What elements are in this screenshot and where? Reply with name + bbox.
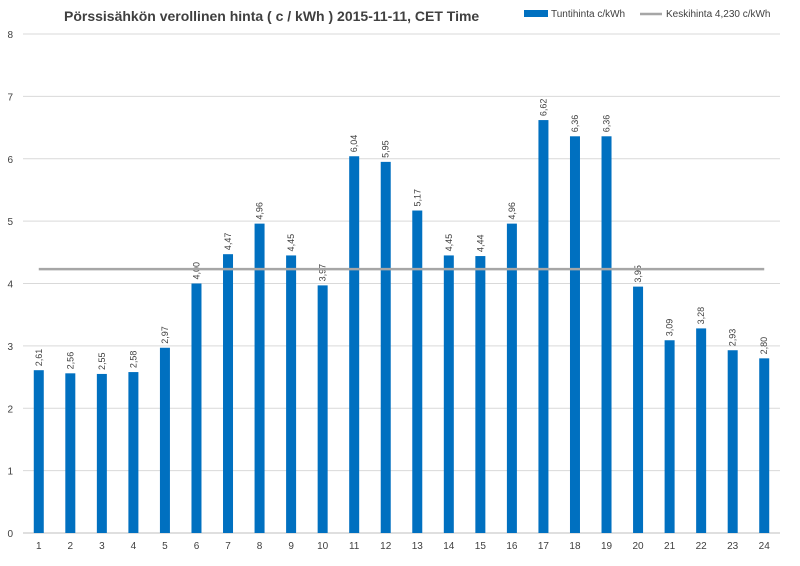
bar-value-label: 6,36 (570, 115, 580, 133)
y-tick-label: 3 (7, 342, 13, 353)
bar-value-label: 2,55 (97, 352, 107, 370)
bar-value-label: 6,62 (538, 99, 548, 117)
bar-value-label: 2,61 (34, 349, 44, 367)
y-tick-label: 5 (7, 217, 13, 228)
x-tick-label: 16 (506, 541, 518, 552)
legend-swatch-bar (524, 10, 548, 17)
bar (569, 136, 580, 534)
bar-value-label: 4,96 (507, 202, 517, 220)
x-tick-label: 5 (162, 541, 168, 552)
bar (254, 223, 265, 533)
bar (33, 370, 44, 533)
y-tick-label: 1 (7, 467, 13, 478)
bar (727, 350, 738, 533)
chart-title: Pörssisähkön verollinen hinta ( c / kWh … (64, 8, 479, 24)
legend-label-bar: Tuntihinta c/kWh (551, 9, 625, 20)
bar (223, 254, 234, 533)
x-tick-label: 13 (412, 541, 424, 552)
bar-value-label: 4,44 (475, 235, 485, 253)
bar-value-label: 5,17 (412, 189, 422, 207)
x-tick-label: 20 (633, 541, 645, 552)
x-tick-label: 12 (380, 541, 392, 552)
bar (286, 255, 297, 533)
x-axis: 1 2 3 4 5 6 7 8 9 10 11 12 13 14 15 16 17 18 19 20 21 22 23 24 (36, 541, 770, 552)
x-tick-label: 4 (131, 541, 137, 552)
bar-value-label: 4,47 (223, 233, 233, 251)
bar-value-label: 2,93 (728, 329, 738, 347)
bar-value-label: 6,36 (602, 115, 612, 133)
bar (759, 358, 770, 533)
x-tick-label: 9 (288, 541, 294, 552)
bar-value-label: 2,56 (65, 352, 75, 370)
y-tick-label: 8 (7, 30, 13, 41)
x-tick-label: 21 (664, 541, 676, 552)
bar-value-label: 5,95 (381, 140, 391, 158)
x-tick-label: 1 (36, 541, 42, 552)
bar (601, 136, 612, 534)
bar (696, 328, 707, 533)
x-tick-label: 18 (569, 541, 581, 552)
bar (443, 255, 454, 533)
bar-value-label: 3,09 (665, 319, 675, 337)
x-tick-label: 10 (317, 541, 329, 552)
bar (128, 372, 139, 533)
bar-value-label: 2,97 (160, 326, 170, 344)
bar (65, 373, 76, 533)
bar (475, 256, 486, 533)
bar-value-label: 2,58 (128, 351, 138, 369)
bar (96, 373, 107, 533)
bar (317, 285, 328, 533)
bar-value-label: 4,96 (255, 202, 265, 220)
x-tick-label: 2 (68, 541, 74, 552)
bar-value-label: 3,95 (633, 265, 643, 283)
x-tick-label: 7 (225, 541, 231, 552)
bar-value-label: 3,97 (318, 264, 328, 282)
bar (633, 286, 644, 533)
legend: Tuntihinta c/kWh Keskihinta 4,230 c/kWh (524, 9, 771, 20)
data-labels: 2,61 2,56 2,55 2,58 2,97 4,00 4,47 4,96 4,45 3,97… (34, 99, 769, 370)
gridlines (23, 33, 780, 534)
bar-value-label: 4,45 (286, 234, 296, 252)
x-tick-label: 8 (257, 541, 263, 552)
x-tick-label: 14 (443, 541, 455, 552)
bar-value-label: 6,04 (349, 135, 359, 153)
bar (538, 120, 549, 533)
bar (349, 156, 360, 533)
bar (506, 223, 517, 533)
bar-value-label: 3,28 (696, 307, 706, 325)
bar (191, 283, 202, 533)
bar (380, 161, 391, 533)
bar-value-label: 2,80 (759, 337, 769, 355)
x-tick-label: 23 (727, 541, 739, 552)
y-tick-label: 4 (7, 280, 13, 291)
y-axis: 0 1 2 3 4 5 6 7 8 (7, 30, 13, 540)
y-tick-label: 7 (7, 92, 13, 103)
y-tick-label: 6 (7, 155, 13, 166)
x-tick-label: 17 (538, 541, 550, 552)
x-tick-label: 3 (99, 541, 105, 552)
x-tick-label: 19 (601, 541, 613, 552)
bars (33, 120, 770, 534)
bar (412, 210, 423, 534)
y-tick-label: 2 (7, 404, 13, 415)
x-tick-label: 15 (475, 541, 487, 552)
bar (664, 340, 675, 533)
bar-value-label: 4,00 (191, 262, 201, 280)
x-tick-label: 11 (349, 541, 360, 552)
x-tick-label: 24 (759, 541, 771, 552)
legend-label-line: Keskihinta 4,230 c/kWh (666, 9, 771, 20)
x-tick-label: 22 (696, 541, 708, 552)
bar-value-label: 4,45 (444, 234, 454, 252)
y-tick-label: 0 (7, 529, 13, 540)
x-tick-label: 6 (194, 541, 200, 552)
bar (159, 347, 170, 533)
